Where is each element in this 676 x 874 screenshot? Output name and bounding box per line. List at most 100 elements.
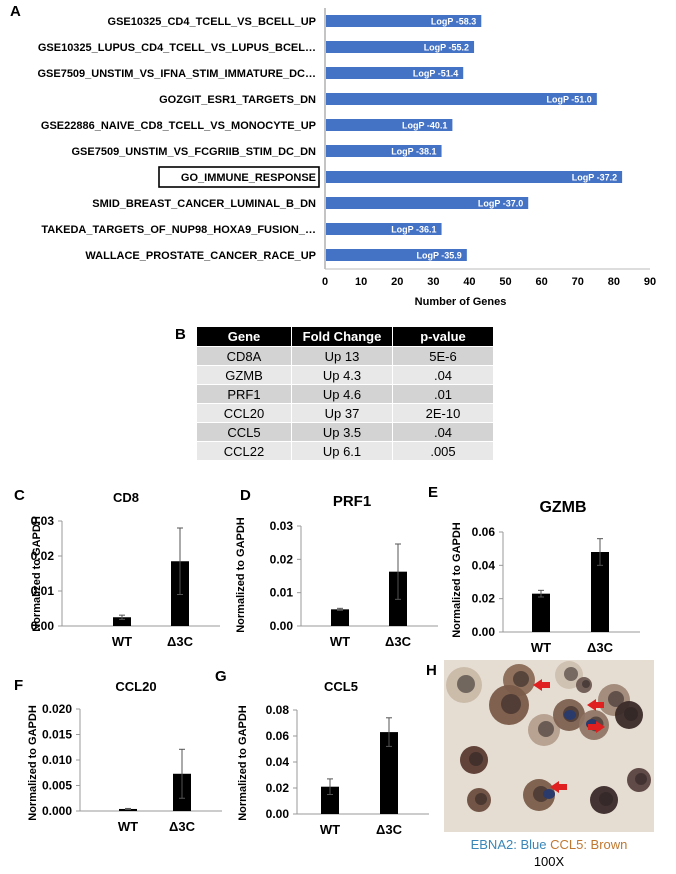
chart-title: CD8 bbox=[113, 490, 139, 505]
y-tick-label: 0.000 bbox=[42, 804, 72, 818]
highlight-box bbox=[158, 166, 320, 188]
y-tick-label: 0.02 bbox=[270, 552, 294, 566]
data-label: LogP -37.0 bbox=[478, 199, 523, 209]
y-tick-label: 0.06 bbox=[472, 525, 496, 539]
panel-letter-d: D bbox=[240, 487, 251, 504]
x-tick-label: 70 bbox=[572, 276, 584, 288]
y-tick-label: 0.00 bbox=[266, 807, 290, 821]
caption-ebna2: EBNA2: Blue bbox=[470, 837, 547, 852]
bar bbox=[326, 171, 623, 183]
y-tick-label: 0.04 bbox=[472, 558, 496, 572]
x-tick-label: 80 bbox=[608, 276, 620, 288]
table-cell: 5E-6 bbox=[392, 346, 494, 366]
ebna2-nucleus bbox=[543, 789, 555, 799]
x-tick-label: Δ3C bbox=[376, 822, 403, 837]
table-cell: Up 6.1 bbox=[291, 441, 393, 461]
bar-chart-ccl5: CCL5 Normalized to GAPDH 0.00 0.02 0.04 0.06 0… bbox=[237, 679, 429, 837]
table-row: GZMB Up 4.3.04 bbox=[196, 365, 494, 385]
bar bbox=[321, 786, 339, 814]
y-tick-label: 0.015 bbox=[42, 728, 72, 742]
data-label: LogP -37.2 bbox=[572, 173, 617, 183]
bar bbox=[532, 593, 550, 632]
data-label: LogP -51.4 bbox=[413, 69, 458, 79]
bar bbox=[326, 15, 482, 27]
bar bbox=[326, 41, 475, 53]
caption-ccl5: CCL5: Brown bbox=[550, 837, 628, 852]
table-row: CCL20 Up 37 2E-10 bbox=[196, 403, 494, 423]
y-tick-label: 0.04 bbox=[266, 755, 290, 769]
table-header: p-value bbox=[392, 326, 494, 347]
cell-nucleus bbox=[635, 773, 647, 785]
panel-letter-c: C bbox=[14, 487, 25, 504]
table-cell: Up 3.5 bbox=[291, 422, 393, 442]
x-tick-label: 10 bbox=[355, 276, 367, 288]
table-cell: .005 bbox=[392, 441, 494, 461]
cell-nucleus bbox=[501, 694, 521, 714]
data-label: LogP -55.2 bbox=[424, 43, 469, 53]
y-tick-label: 0.00 bbox=[270, 619, 294, 633]
gene-set-enrichment-chart: GSE10325_CD4_TCELL_VS_BCELL_UP LogP -58.3… bbox=[37, 8, 656, 308]
y-axis-title: Normalized to GAPDH bbox=[237, 705, 249, 821]
table-cell: CCL22 bbox=[196, 441, 292, 461]
bar bbox=[326, 119, 453, 131]
y-tick-label: 0.02 bbox=[472, 592, 496, 606]
table-cell: Up 4.6 bbox=[291, 384, 393, 404]
table-cell: GZMB bbox=[196, 365, 292, 385]
pointer-arrow-icon bbox=[588, 721, 605, 733]
bar bbox=[326, 249, 467, 261]
panel-letter-g: G bbox=[215, 668, 227, 685]
x-tick-label: WT bbox=[320, 822, 340, 837]
bar bbox=[171, 561, 189, 626]
x-tick-label: Δ3C bbox=[385, 634, 412, 649]
cell-nucleus bbox=[624, 707, 638, 721]
cell-nucleus bbox=[564, 667, 578, 681]
y-axis-title: Normalized to GAPDH bbox=[451, 522, 463, 638]
micrograph-image bbox=[444, 660, 654, 832]
category-label: GSE10325_CD4_TCELL_VS_BCELL_UP bbox=[108, 16, 316, 28]
table-cell: Up 4.3 bbox=[291, 365, 393, 385]
x-axis-title: Number of Genes bbox=[415, 296, 507, 308]
x-tick-label: WT bbox=[330, 634, 350, 649]
table-row: CCL22 Up 6.1.005 bbox=[196, 441, 494, 461]
pointer-arrow-icon bbox=[550, 781, 567, 793]
y-tick-label: 0.02 bbox=[31, 549, 55, 563]
y-tick-label: 0.020 bbox=[42, 702, 72, 716]
table-row: CCL5 Up 3.5.04 bbox=[196, 422, 494, 442]
category-label: WALLACE_PROSTATE_CANCER_RACE_UP bbox=[85, 250, 316, 262]
x-tick-label: 60 bbox=[536, 276, 548, 288]
bar bbox=[173, 773, 191, 811]
category-label: SMID_BREAST_CANCER_LUMINAL_B_DN bbox=[92, 198, 316, 210]
bar bbox=[113, 617, 131, 626]
x-tick-label: 0 bbox=[322, 276, 328, 288]
x-tick-label: 30 bbox=[427, 276, 439, 288]
x-tick-label: Δ3C bbox=[167, 634, 194, 649]
fold-change-table: Gene Fold Change p-value CD8A Up 13 5E-6 G… bbox=[196, 326, 494, 461]
x-tick-label: 20 bbox=[391, 276, 403, 288]
table-cell: Up 13 bbox=[291, 346, 393, 366]
bar bbox=[326, 197, 529, 209]
bar bbox=[326, 67, 464, 79]
cell-nucleus bbox=[582, 680, 590, 688]
panel-letter-a: A bbox=[10, 3, 21, 20]
table-cell: .04 bbox=[392, 422, 494, 442]
chart-title: PRF1 bbox=[333, 493, 371, 510]
micrograph-drawing bbox=[446, 661, 651, 814]
table-row: CD8A Up 13 5E-6 bbox=[196, 346, 494, 366]
micrograph-caption: EBNA2: Blue CCL5: Brown 100X bbox=[444, 836, 654, 870]
y-tick-label: 0.00 bbox=[472, 625, 496, 639]
table-cell: PRF1 bbox=[196, 384, 292, 404]
x-tick-label: 50 bbox=[499, 276, 511, 288]
table-header: Gene bbox=[196, 326, 292, 347]
pointer-arrow-icon bbox=[533, 679, 550, 691]
x-tick-label: WT bbox=[118, 819, 138, 834]
x-tick-label: 90 bbox=[644, 276, 656, 288]
bar bbox=[119, 808, 137, 811]
category-label: GSE10325_LUPUS_CD4_TCELL_VS_LUPUS_BCEL… bbox=[38, 42, 316, 54]
cell-nucleus bbox=[608, 691, 624, 707]
y-tick-label: 0.02 bbox=[266, 781, 290, 795]
x-tick-label: WT bbox=[531, 640, 551, 655]
category-label: GSE7509_UNSTIM_VS_FCGRIIB_STIM_DC_DN bbox=[71, 146, 316, 158]
bar bbox=[326, 223, 442, 235]
y-tick-label: 0.03 bbox=[31, 514, 55, 528]
